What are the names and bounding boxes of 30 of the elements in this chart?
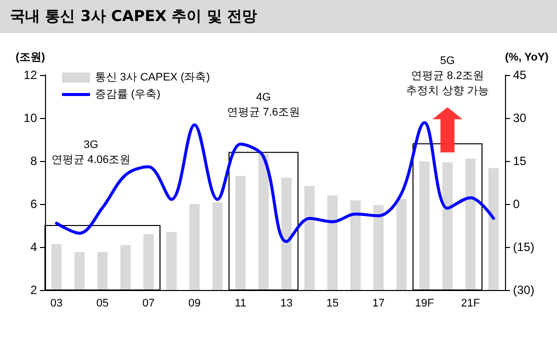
y2-tick-label: 30	[513, 111, 527, 125]
y2-tick-label: 0	[513, 197, 520, 211]
x-tick-label: 15	[326, 298, 339, 310]
legend-label: 통신 3사 CAPEX (좌축)	[95, 72, 210, 84]
x-tick-label: 19F	[415, 298, 434, 310]
y-tick-label: 10	[24, 111, 38, 125]
annotation: 4G 연평균 7.6조원	[226, 92, 300, 119]
y-tick-label: 8	[30, 154, 38, 168]
y-axis-title: (조원)	[16, 52, 46, 64]
y2-tick-label: (15)	[513, 240, 534, 254]
x-tick-label: 03	[50, 298, 63, 310]
legend-label: 증감률 (우축)	[95, 88, 160, 100]
y2-axis-title: (%, YoY)	[505, 52, 549, 64]
annotation: 5G 연평균 8.2조원 추정치 상향 가능	[406, 55, 490, 97]
x-tick-label: 13	[280, 298, 293, 310]
y2-tick-label: 15	[513, 154, 527, 168]
y-tick-label: 12	[24, 68, 38, 82]
y2-tick-label: 45	[513, 68, 527, 82]
x-tick-label: 11	[234, 298, 246, 310]
x-tick-label: 05	[96, 298, 109, 310]
y-tick-label: 2	[30, 283, 38, 297]
y2-tick-label: (30)	[513, 283, 534, 297]
y-tick-label: 6	[30, 197, 38, 211]
y-tick-label: 4	[30, 240, 38, 254]
x-tick-label: 09	[188, 298, 201, 310]
x-tick-label: 17	[372, 298, 385, 310]
x-tick-label: 21F	[461, 298, 480, 310]
x-tick-label: 07	[142, 298, 155, 310]
annotation: 3G 연평균 4.06조원	[51, 138, 131, 166]
chart-title: 국내 통신 3사 CAPEX 추이 및 전망	[0, 0, 557, 33]
